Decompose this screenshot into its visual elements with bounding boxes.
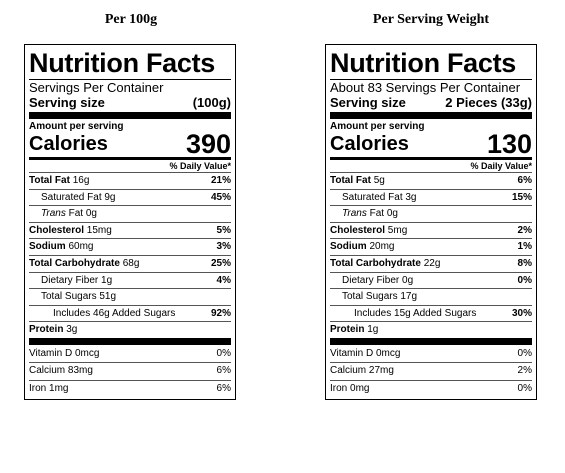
- added-sugars-row: Includes 46g Added Sugars 92%: [29, 304, 231, 322]
- total-sugars-row: Total Sugars 51g: [29, 288, 231, 305]
- dietary-fiber-row: Dietary Fiber 1g 4%: [29, 271, 231, 289]
- protein-row: Protein 3g: [29, 321, 231, 338]
- calcium-row: Calcium 83mg 6%: [29, 363, 231, 381]
- nutrition-facts-title: Nutrition Facts: [29, 48, 216, 78]
- calories-label: Calories: [29, 133, 108, 155]
- left-column-title: Per 100g: [104, 12, 158, 27]
- dietary-fiber-row: Dietary Fiber 0g 0%: [330, 271, 532, 289]
- total-carbohydrate-row: Total Carbohydrate 22g 8%: [330, 254, 532, 272]
- cholesterol-row: Cholesterol 5mg 2%: [330, 221, 532, 239]
- serving-size-row: Serving size (100g): [29, 95, 231, 110]
- servings-per-container: About 83 Servings Per Container: [330, 80, 521, 95]
- calories-value: 130: [486, 129, 532, 159]
- total-sugars-row: Total Sugars 17g: [330, 288, 532, 305]
- daily-value-header: % Daily Value*: [169, 161, 231, 171]
- added-sugars-row: Includes 15g Added Sugars 30%: [330, 304, 532, 322]
- iron-row: Iron 1mg 6%: [29, 382, 231, 394]
- iron-row: Iron 0mg 0%: [330, 382, 532, 394]
- sodium-row: Sodium 20mg 1%: [330, 238, 532, 255]
- total-fat-row: Total Fat 16g 21%: [29, 172, 231, 189]
- calories-row: Calories 390: [29, 129, 231, 159]
- daily-value-header: % Daily Value*: [470, 161, 532, 171]
- calories-row: Calories 130: [330, 129, 532, 159]
- calories-label: Calories: [330, 133, 409, 155]
- right-column-title: Per Serving Weight: [372, 12, 490, 27]
- protein-row: Protein 1g: [330, 321, 532, 338]
- vitamin-d-row: Vitamin D 0mcg 0%: [29, 346, 231, 364]
- saturated-fat-row: Saturated Fat 3g 15%: [330, 188, 532, 206]
- serving-size-value: (100g): [192, 95, 231, 110]
- calories-value: 390: [185, 129, 231, 159]
- serving-size-value: 2 Pieces (33g): [445, 95, 532, 110]
- nutrition-label-per-serving: Nutrition Facts About 83 Servings Per Co…: [325, 44, 537, 401]
- cholesterol-row: Cholesterol 15mg 5%: [29, 221, 231, 239]
- trans-fat-row: Trans Fat 0g: [330, 205, 532, 222]
- servings-per-container: Servings Per Container: [29, 80, 164, 95]
- nutrition-label-per-100g: Nutrition Facts Servings Per Container S…: [24, 44, 236, 401]
- trans-fat-row: Trans Fat 0g: [29, 205, 231, 222]
- total-fat-row: Total Fat 5g 6%: [330, 172, 532, 189]
- vitamin-d-row: Vitamin D 0mcg 0%: [330, 346, 532, 364]
- serving-size-row: Serving size 2 Pieces (33g): [330, 95, 532, 110]
- amount-per-serving: Amount per serving: [29, 121, 124, 132]
- amount-per-serving: Amount per serving: [330, 121, 425, 132]
- serving-size-label: Serving size: [330, 95, 406, 110]
- saturated-fat-row: Saturated Fat 9g 45%: [29, 188, 231, 206]
- total-carbohydrate-row: Total Carbohydrate 68g 25%: [29, 254, 231, 272]
- nutrition-facts-title: Nutrition Facts: [330, 48, 517, 78]
- serving-size-label: Serving size: [29, 95, 105, 110]
- sodium-row: Sodium 60mg 3%: [29, 238, 231, 255]
- calcium-row: Calcium 27mg 2%: [330, 363, 532, 381]
